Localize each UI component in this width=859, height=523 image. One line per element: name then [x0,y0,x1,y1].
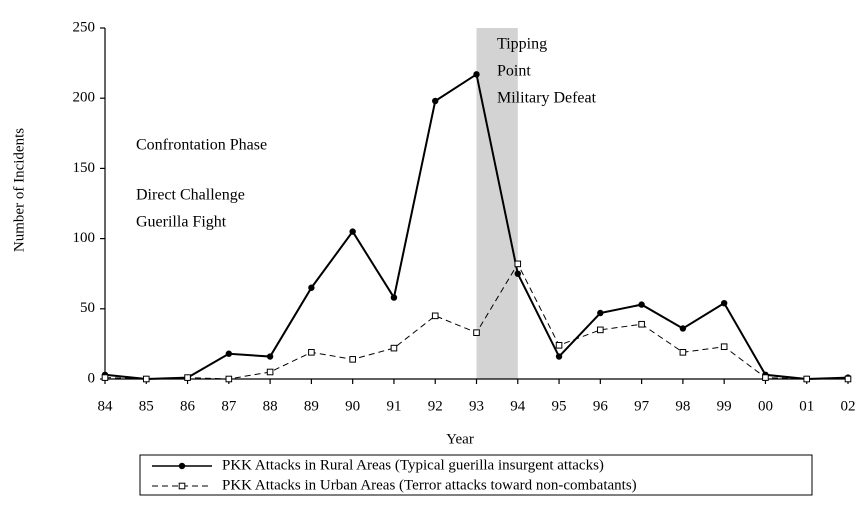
x-tick-label: 97 [634,398,650,414]
point [638,301,645,308]
point [638,320,645,328]
x-tick-label: 88 [263,398,278,414]
legend-box [139,454,813,496]
point [308,284,315,291]
y-tick-label: 200 [73,90,96,106]
annotation: Direct Challenge [136,187,245,204]
x-tick-label: 84 [98,398,114,414]
x-tick-label: 00 [758,398,773,414]
annotation: Confrontation Phase [136,137,267,154]
point [679,325,687,332]
point [349,228,356,235]
point [597,326,604,334]
x-tick-label: 96 [593,398,609,414]
x-axis-label: Year [446,431,474,447]
x-tick-label: 99 [717,398,732,414]
x-tick-label: 98 [675,398,690,414]
point [555,353,563,360]
x-tick-label: 93 [469,398,484,414]
point [349,356,356,363]
point [720,343,728,351]
point [597,309,604,317]
y-axis-label: Number of Incidents [11,128,27,252]
point [142,375,150,383]
y-tick-label: 0 [88,370,96,386]
point [514,270,521,277]
point [679,349,687,356]
y-tick-label: 100 [73,230,96,246]
point [762,374,769,381]
point [720,299,728,307]
x-tick-label: 85 [139,398,154,414]
x-tick-label: 89 [304,398,319,414]
x-tick-label: 92 [428,398,443,414]
annotation: Military Defeat [497,90,597,107]
point [432,97,439,105]
y-tick-label: 50 [80,300,95,316]
shaded-region [476,28,518,379]
legend-marker [178,482,186,490]
point [514,260,522,268]
legend-label: PKK Attacks in Urban Areas (Terror attac… [222,477,637,493]
point [225,375,233,383]
x-tick-label: 01 [799,398,814,414]
point [225,350,233,357]
point [266,368,274,376]
point [101,374,109,381]
annotation: Guerilla Fight [136,214,227,231]
x-tick-label: 94 [510,398,526,414]
annotation: Tipping [497,36,547,53]
point [473,71,480,78]
x-tick-label: 91 [386,398,401,414]
x-tick-label: 87 [221,398,237,414]
point [184,374,191,381]
point [473,329,480,336]
point [390,344,398,352]
y-tick-label: 250 [73,19,96,35]
point [308,349,315,356]
point [390,294,398,301]
point [431,312,439,320]
point [844,375,852,383]
x-tick-label: 02 [841,398,856,414]
point [803,375,811,383]
y-tick-label: 150 [73,160,96,176]
annotation: Point [497,63,531,80]
point [266,353,274,360]
x-tick-label: 90 [345,398,360,414]
x-tick-label: 86 [180,398,196,414]
legend-label: PKK Attacks in Rural Areas (Typical guer… [222,457,604,473]
legend-marker [178,462,186,470]
point [555,342,563,349]
x-tick-label: 95 [552,398,567,414]
